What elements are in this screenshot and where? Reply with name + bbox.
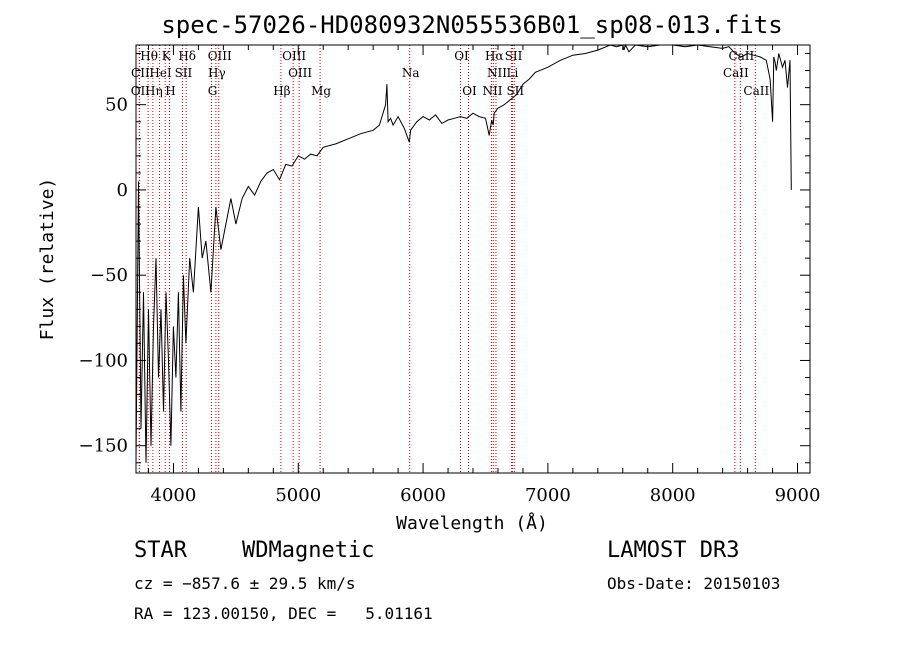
line-mark-label-21: Hβ [273,84,290,98]
y-tick-label-0: 50 [105,95,128,116]
line-mark-label-27: CaII [743,84,769,98]
line-mark-label-24: OI [462,84,477,98]
line-mark-label-14: NII [487,66,507,80]
observation-date: Obs-Date: 20150103 [607,574,781,593]
line-mark-label-8: CaII [728,49,754,63]
y-tick-label-4: −150 [79,436,128,457]
line-mark-label-6: Hα [485,49,504,63]
x-axis: 4000 5000 6000 7000 8000 9000 [147,45,821,506]
x-tick-label-6000: 6000 [400,485,446,506]
x-tick-label-8000: 8000 [650,485,696,506]
line-mark-label-4: OIII [282,49,306,63]
line-mark-label-22: Mg [311,84,331,98]
spectrum-line [135,43,792,463]
chart-title: spec-57026-HD080932N055536B01_sp08-013.f… [161,11,782,39]
line-mark-label-18: Hη [145,84,163,98]
coordinates: RA = 123.00150, DEC = 5.01161 [134,604,433,623]
redshift-cz: cz = −857.6 ± 29.5 km/s [134,574,356,593]
y-tick-label-1: 0 [117,180,128,201]
x-tick-label-7000: 7000 [525,485,571,506]
line-mark-label-5: OI [454,49,469,63]
x-tick-label-4000: 4000 [151,485,197,506]
line-mark-label-16: CaII [723,66,749,80]
y-axis-label: Flux (relative) [37,178,58,341]
line-mark-label-9: CII [131,66,150,80]
line-mark-label-15: Li [507,66,519,80]
line-mark-label-19: H [165,84,175,98]
line-mark-label-13: OIII [288,66,312,80]
line-mark-label-23: Na [402,66,420,80]
line-mark-label-12: Hγ [208,66,226,80]
y-axis: 50 0 −50 −100 −150 [79,53,810,464]
x-tick-label-5000: 5000 [275,485,321,506]
object-subclass: WDMagnetic [242,538,375,563]
line-mark-label-11: SII [175,66,193,80]
line-mark-label-7: SII [505,49,523,63]
x-axis-label: Wavelength (Å) [396,512,548,534]
survey-name: LAMOST DR3 [607,538,740,563]
line-mark-label-26: SII [506,84,524,98]
x-tick-label-9000: 9000 [775,485,821,506]
line-mark-label-1: K [162,49,172,63]
line-mark-label-10: HeI [149,66,172,80]
line-mark-label-3: OIII [208,49,232,63]
line-mark-label-20: G [208,84,218,98]
line-mark-label-25: NII [482,84,502,98]
object-class: STAR [134,538,187,563]
y-tick-label-3: −100 [79,350,128,371]
line-mark-label-0: Hθ [140,49,158,63]
line-mark-label-2: Hδ [178,49,196,63]
plot-frame [135,44,811,474]
y-tick-label-2: −50 [90,265,128,286]
